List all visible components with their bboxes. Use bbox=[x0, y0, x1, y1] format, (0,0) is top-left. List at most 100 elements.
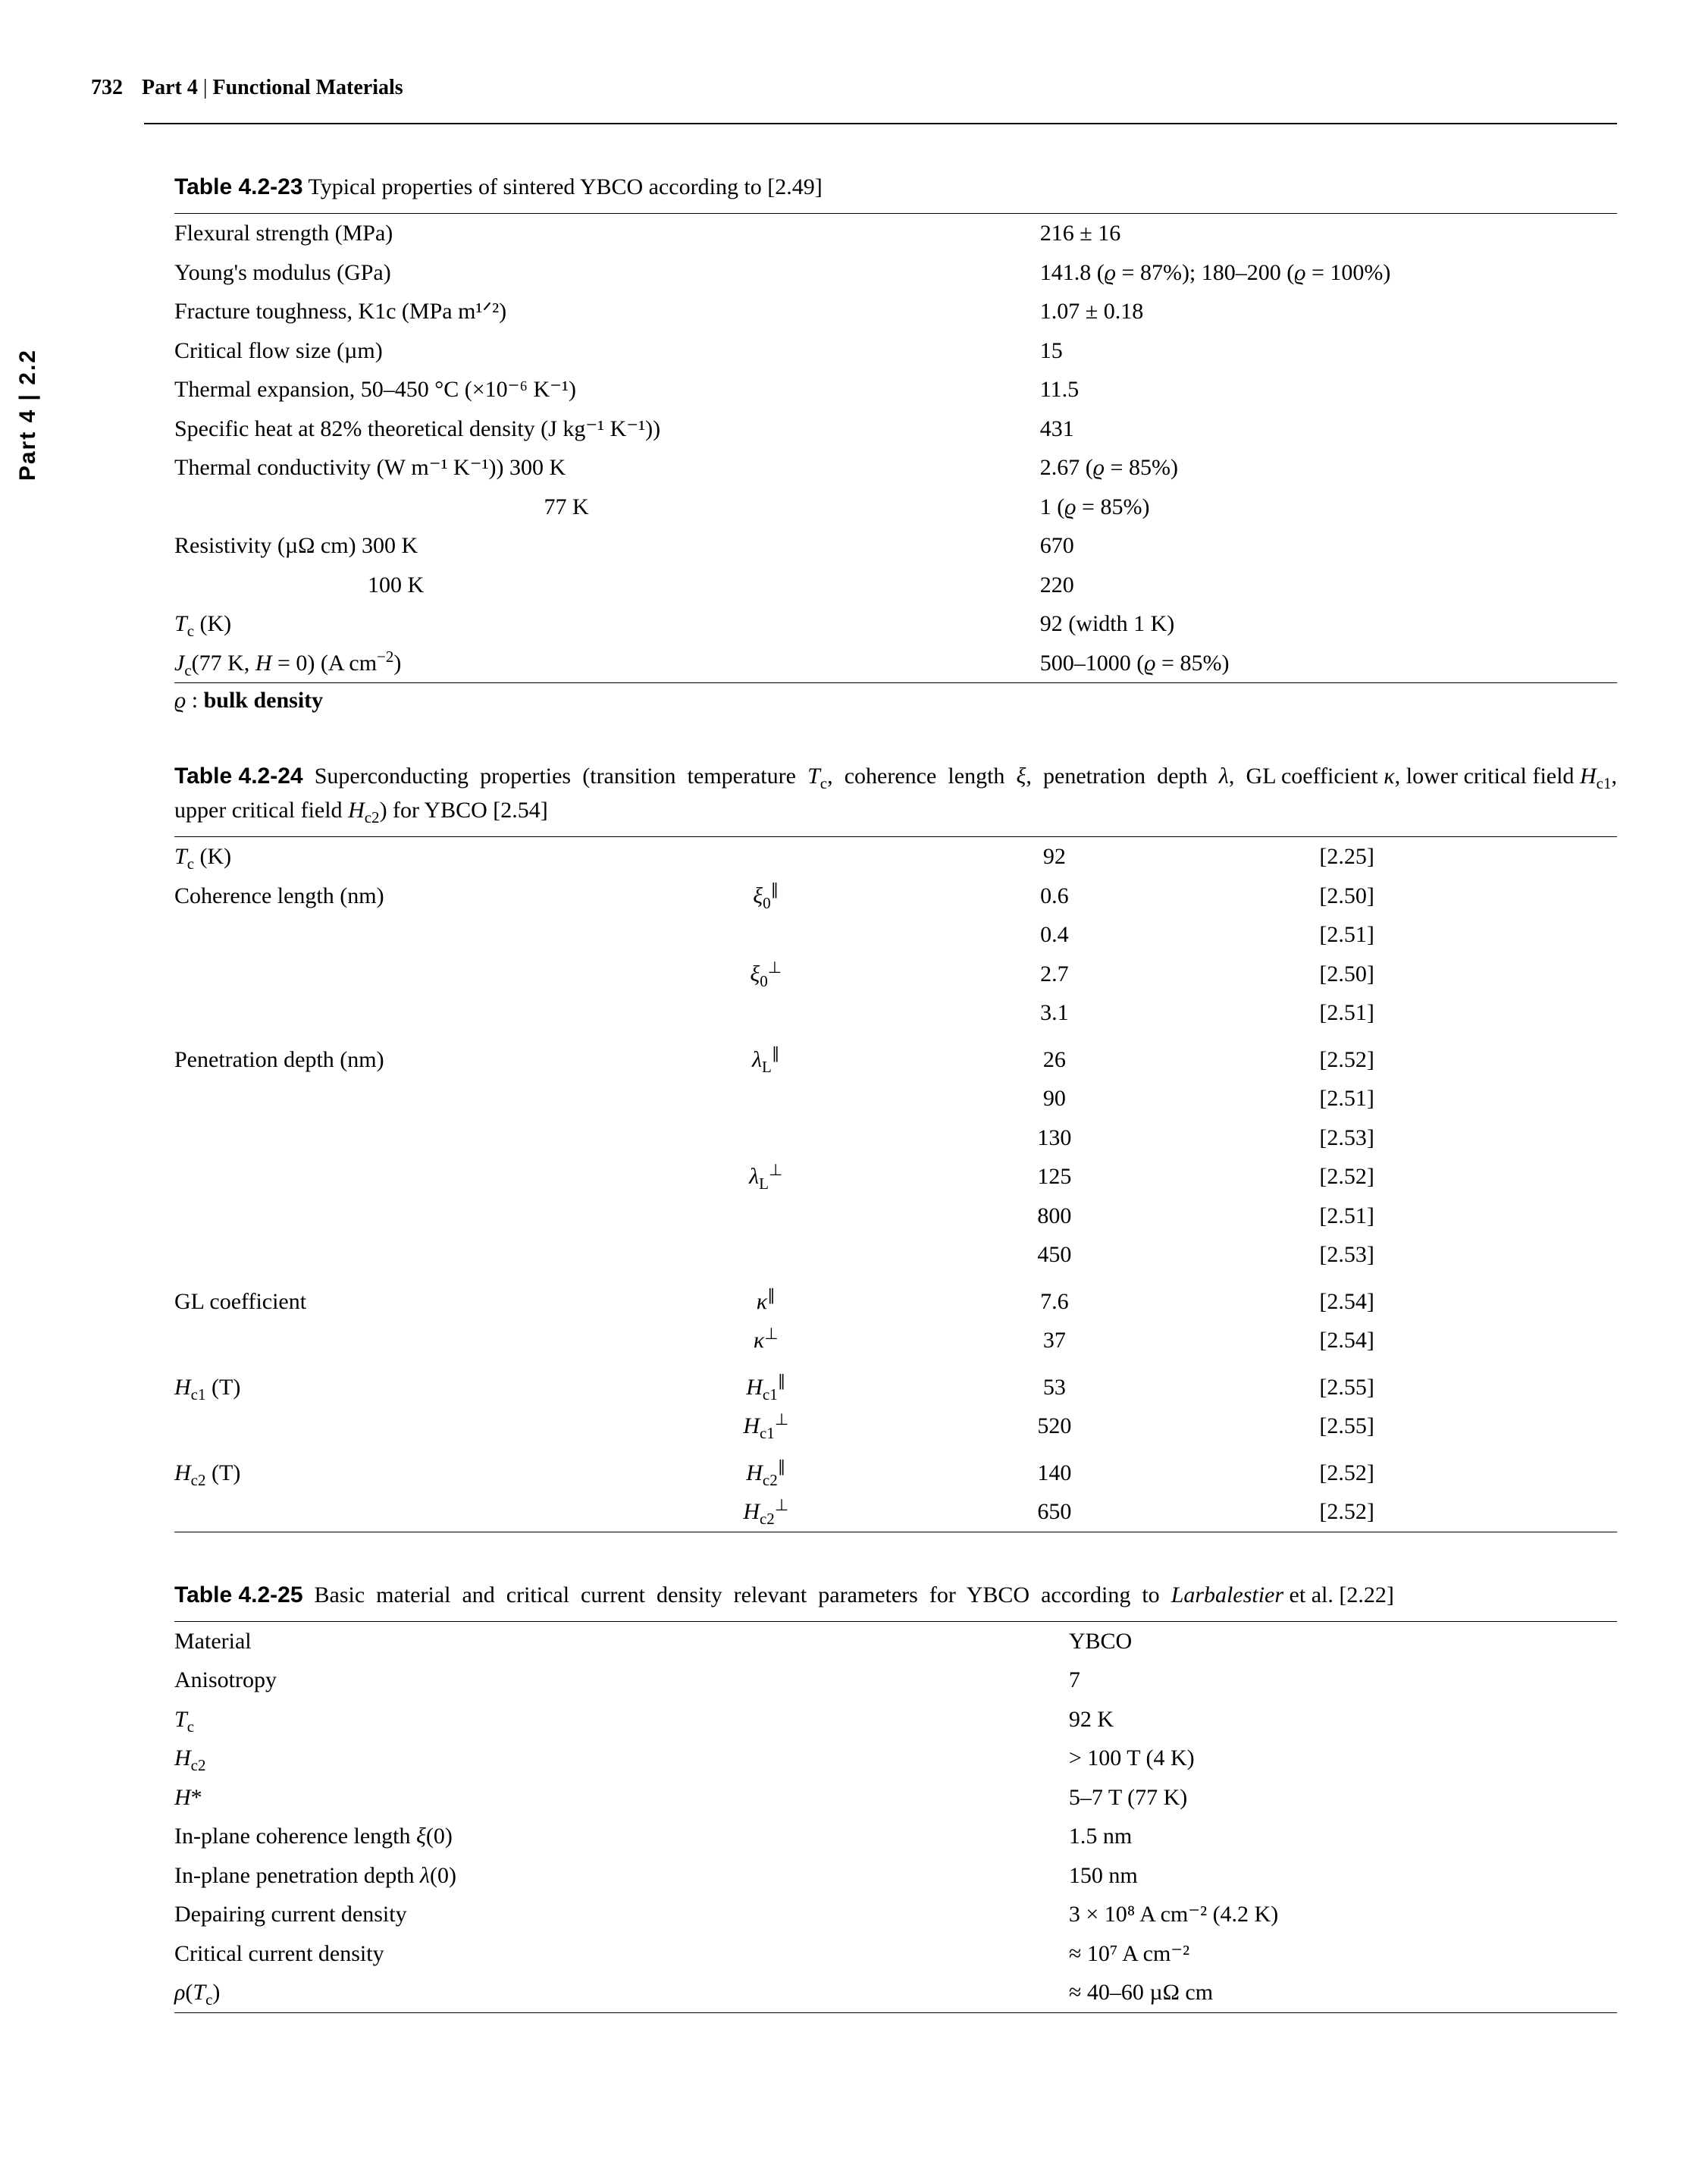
property-cell: Penetration depth (nm) bbox=[174, 1033, 636, 1080]
property-cell bbox=[174, 993, 636, 1033]
running-head-sep: | bbox=[198, 76, 213, 99]
value-cell: 431 bbox=[1040, 409, 1617, 449]
value-cell: 2.67 (ϱ = 85%) bbox=[1040, 448, 1617, 488]
property-cell bbox=[174, 1235, 636, 1275]
table-row: MaterialYBCO bbox=[174, 1622, 1617, 1661]
symbol-cell: Hc1∥ bbox=[636, 1360, 896, 1407]
symbol-cell: Hc2⊥ bbox=[636, 1492, 896, 1532]
value-cell: 2.7 bbox=[895, 955, 1213, 994]
value-cell: 11.5 bbox=[1040, 370, 1617, 409]
property-cell: Thermal conductivity (W m⁻¹ K⁻¹)) 300 K bbox=[174, 448, 1040, 488]
table-row: 0.4[2.51] bbox=[174, 915, 1617, 955]
value-cell: 520 bbox=[895, 1407, 1213, 1446]
value-cell: 670 bbox=[1040, 526, 1617, 566]
table-row: In-plane coherence length ξ(0)1.5 nm bbox=[174, 1817, 1617, 1856]
table24-caption: Table 4.2-24 Superconducting properties … bbox=[174, 759, 1617, 827]
table24: Tc (K)92[2.25]Coherence length (nm)ξ0∥0.… bbox=[174, 837, 1617, 1532]
table-row: Flexural strength (MPa)216 ± 16 bbox=[174, 214, 1617, 253]
symbol-cell bbox=[636, 1118, 896, 1158]
table-row: Penetration depth (nm)λL∥26[2.52] bbox=[174, 1033, 1617, 1080]
property-cell: Flexural strength (MPa) bbox=[174, 214, 1040, 253]
value-cell: 500–1000 (ϱ = 85%) bbox=[1040, 644, 1617, 683]
property-cell: Young's modulus (GPa) bbox=[174, 253, 1040, 293]
table24-caption-label: Table 4.2-24 bbox=[174, 764, 303, 789]
value-cell: 7 bbox=[1069, 1661, 1617, 1700]
value-cell: 140 bbox=[895, 1446, 1213, 1493]
value-cell: 450 bbox=[895, 1235, 1213, 1275]
table-row: Tc (K)92[2.25] bbox=[174, 837, 1617, 877]
value-cell: 1.5 nm bbox=[1069, 1817, 1617, 1856]
value-cell: 650 bbox=[895, 1492, 1213, 1532]
table-row: Depairing current density3 × 10⁸ A cm⁻² … bbox=[174, 1895, 1617, 1934]
ref-cell: [2.50] bbox=[1213, 955, 1617, 994]
ref-cell: [2.54] bbox=[1213, 1275, 1617, 1322]
table23-bottom-rule bbox=[174, 682, 1617, 683]
table-row: 100 K220 bbox=[174, 566, 1617, 605]
table-row: GL coefficientκ∥7.6[2.54] bbox=[174, 1275, 1617, 1322]
ref-cell: [2.54] bbox=[1213, 1321, 1617, 1360]
property-cell bbox=[174, 915, 636, 955]
property-cell: GL coefficient bbox=[174, 1275, 636, 1322]
value-cell: 7.6 bbox=[895, 1275, 1213, 1322]
table-row: Hc1⊥520[2.55] bbox=[174, 1407, 1617, 1446]
value-cell: 0.4 bbox=[895, 915, 1213, 955]
value-cell: 53 bbox=[895, 1360, 1213, 1407]
symbol-cell bbox=[636, 837, 896, 877]
table-row: Hc2> 100 T (4 K) bbox=[174, 1739, 1617, 1778]
table-row: 77 K1 (ϱ = 85%) bbox=[174, 488, 1617, 527]
table23-caption-text: Typical properties of sintered YBCO acco… bbox=[303, 174, 823, 199]
value-cell: 800 bbox=[895, 1197, 1213, 1236]
running-head-title: Functional Materials bbox=[212, 76, 403, 99]
property-cell: Hc2 (T) bbox=[174, 1446, 636, 1493]
property-cell: Hc1 (T) bbox=[174, 1360, 636, 1407]
table-row: 3.1[2.51] bbox=[174, 993, 1617, 1033]
property-cell: Tc (K) bbox=[174, 837, 636, 877]
table-row: 450[2.53] bbox=[174, 1235, 1617, 1275]
property-cell: Tc bbox=[174, 1700, 1069, 1739]
table-row: Thermal expansion, 50–450 °C (×10⁻⁶ K⁻¹)… bbox=[174, 370, 1617, 409]
ref-cell: [2.52] bbox=[1213, 1492, 1617, 1532]
symbol-cell: κ∥ bbox=[636, 1275, 896, 1322]
value-cell: 1.07 ± 0.18 bbox=[1040, 292, 1617, 331]
property-cell bbox=[174, 1118, 636, 1158]
ref-cell: [2.52] bbox=[1213, 1157, 1617, 1197]
property-cell bbox=[174, 1321, 636, 1360]
value-cell: 37 bbox=[895, 1321, 1213, 1360]
ref-cell: [2.51] bbox=[1213, 1079, 1617, 1118]
ref-cell: [2.51] bbox=[1213, 1197, 1617, 1236]
value-cell: 15 bbox=[1040, 331, 1617, 371]
table-row: Specific heat at 82% theoretical density… bbox=[174, 409, 1617, 449]
property-cell: Critical current density bbox=[174, 1934, 1069, 1974]
table25: MaterialYBCOAnisotropy7Tc92 KHc2> 100 T … bbox=[174, 1622, 1617, 2012]
table-row: Hc1 (T)Hc1∥53[2.55] bbox=[174, 1360, 1617, 1407]
table23-footnote: ϱ : bulk density bbox=[174, 688, 1617, 714]
property-cell bbox=[174, 1079, 636, 1118]
table-row: Hc2⊥650[2.52] bbox=[174, 1492, 1617, 1532]
property-cell: 100 K bbox=[174, 566, 1040, 605]
ref-cell: [2.53] bbox=[1213, 1118, 1617, 1158]
property-cell: H* bbox=[174, 1778, 1069, 1818]
value-cell: 125 bbox=[895, 1157, 1213, 1197]
table25-bottom-rule bbox=[174, 2012, 1617, 2013]
value-cell: 216 ± 16 bbox=[1040, 214, 1617, 253]
ref-cell: [2.51] bbox=[1213, 915, 1617, 955]
header-rule bbox=[144, 123, 1617, 124]
value-cell: ≈ 10⁷ A cm⁻² bbox=[1069, 1934, 1617, 1974]
table-row: Hc2 (T)Hc2∥140[2.52] bbox=[174, 1446, 1617, 1493]
table23-caption: Table 4.2-23 Typical properties of sinte… bbox=[174, 170, 1617, 204]
value-cell: 141.8 (ϱ = 87%); 180–200 (ϱ = 100%) bbox=[1040, 253, 1617, 293]
table-row: Critical current density≈ 10⁷ A cm⁻² bbox=[174, 1934, 1617, 1974]
property-cell: Material bbox=[174, 1622, 1069, 1661]
table-row: ξ0⊥2.7[2.50] bbox=[174, 955, 1617, 994]
symbol-cell: ξ0⊥ bbox=[636, 955, 896, 994]
table-row: In-plane penetration depth λ(0)150 nm bbox=[174, 1856, 1617, 1896]
symbol-cell: Hc1⊥ bbox=[636, 1407, 896, 1446]
property-cell: Hc2 bbox=[174, 1739, 1069, 1778]
table-row: Tc92 K bbox=[174, 1700, 1617, 1739]
property-cell bbox=[174, 1157, 636, 1197]
property-cell: Depairing current density bbox=[174, 1895, 1069, 1934]
property-cell bbox=[174, 1197, 636, 1236]
ref-cell: [2.25] bbox=[1213, 837, 1617, 877]
property-cell: Resistivity (µΩ cm) 300 K bbox=[174, 526, 1040, 566]
table-row: κ⊥37[2.54] bbox=[174, 1321, 1617, 1360]
